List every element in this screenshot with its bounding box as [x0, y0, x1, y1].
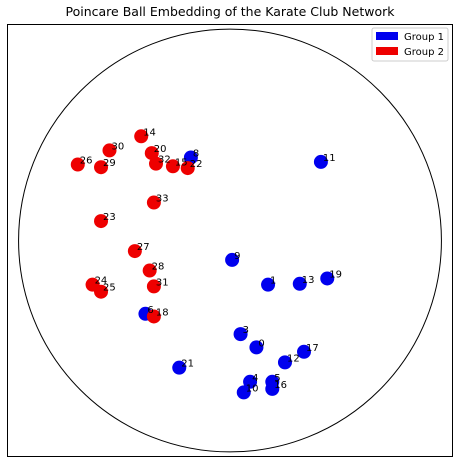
point-group2-node-15	[165, 159, 180, 174]
point-label-node-6: 6	[147, 305, 153, 316]
point-group1-node-19	[320, 271, 335, 286]
legend-swatch-2	[376, 47, 398, 55]
point-group2-node-25	[94, 284, 109, 299]
point-label-node-33: 33	[156, 194, 169, 205]
point-label-node-29: 29	[103, 158, 116, 169]
point-group1-node-0	[249, 340, 264, 355]
point-group1-node-3	[233, 327, 248, 342]
point-group2-node-30	[102, 143, 117, 158]
point-label-node-10: 10	[246, 383, 259, 394]
point-group2-node-32	[149, 156, 163, 171]
legend-label-2: Group 2	[404, 47, 444, 58]
point-label-node-16: 16	[274, 380, 287, 391]
point-label-node-3: 3	[243, 325, 249, 336]
point-group1-node-4	[243, 374, 258, 389]
point-group2-node-20	[144, 146, 159, 161]
point-label-node-11: 11	[323, 153, 336, 164]
point-group2-node-28	[142, 263, 157, 278]
point-group1-node-11	[313, 154, 328, 169]
point-group1-node-9	[225, 252, 240, 267]
point-group2-node-22	[180, 161, 195, 176]
point-label-node-13: 13	[302, 275, 315, 286]
point-label-node-22: 22	[190, 159, 203, 170]
point-label-node-31: 31	[156, 277, 169, 288]
plot-frame	[7, 24, 453, 457]
point-label-node-9: 9	[234, 251, 240, 262]
point-label-node-21: 21	[181, 359, 194, 370]
point-label-node-27: 27	[137, 242, 150, 253]
chart-title: Poincare Ball Embedding of the Karate Cl…	[65, 4, 395, 19]
point-group1-node-17	[297, 344, 311, 359]
point-label-node-25: 25	[103, 283, 116, 294]
point-label-node-15: 15	[175, 157, 188, 168]
point-group1-node-1	[261, 277, 276, 292]
point-label-node-28: 28	[152, 262, 165, 273]
point-group2-node-23	[94, 214, 109, 229]
legend-label-1: Group 1	[404, 32, 444, 43]
point-label-node-1: 1	[270, 276, 276, 287]
point-label-node-18: 18	[156, 307, 169, 318]
point-group2-node-27	[127, 244, 142, 259]
point-label-node-5: 5	[274, 373, 280, 384]
point-label-node-19: 19	[329, 269, 342, 280]
point-group1-node-8	[183, 150, 198, 165]
point-label-node-0: 0	[258, 338, 264, 349]
point-group2-node-31	[146, 279, 161, 294]
point-label-node-26: 26	[80, 156, 93, 167]
point-label-node-17: 17	[306, 343, 319, 354]
point-group1-node-12	[277, 355, 292, 370]
point-label-node-23: 23	[103, 212, 116, 223]
point-group1-node-21	[172, 360, 187, 375]
point-group2-node-29	[94, 160, 109, 175]
poincare-unit-circle	[18, 28, 442, 453]
point-group2-node-14	[134, 129, 149, 144]
point-group1-node-13	[292, 276, 307, 291]
point-label-node-32: 32	[158, 155, 171, 166]
point-group1-node-16	[265, 381, 280, 396]
point-label-node-14: 14	[143, 127, 156, 138]
point-group2-node-33	[146, 195, 161, 210]
point-label-node-8: 8	[193, 148, 199, 159]
legend-swatch-1	[376, 32, 398, 40]
point-label-node-30: 30	[111, 141, 124, 152]
legend: Group 1 Group 2	[371, 27, 449, 62]
point-group1-node-10	[236, 385, 251, 400]
point-label-node-12: 12	[287, 353, 300, 364]
point-label-node-20: 20	[154, 144, 167, 155]
point-label-node-24: 24	[95, 276, 108, 287]
point-group2-node-26	[70, 157, 85, 172]
point-label-node-4: 4	[252, 373, 258, 384]
point-group2-node-18	[146, 309, 161, 324]
